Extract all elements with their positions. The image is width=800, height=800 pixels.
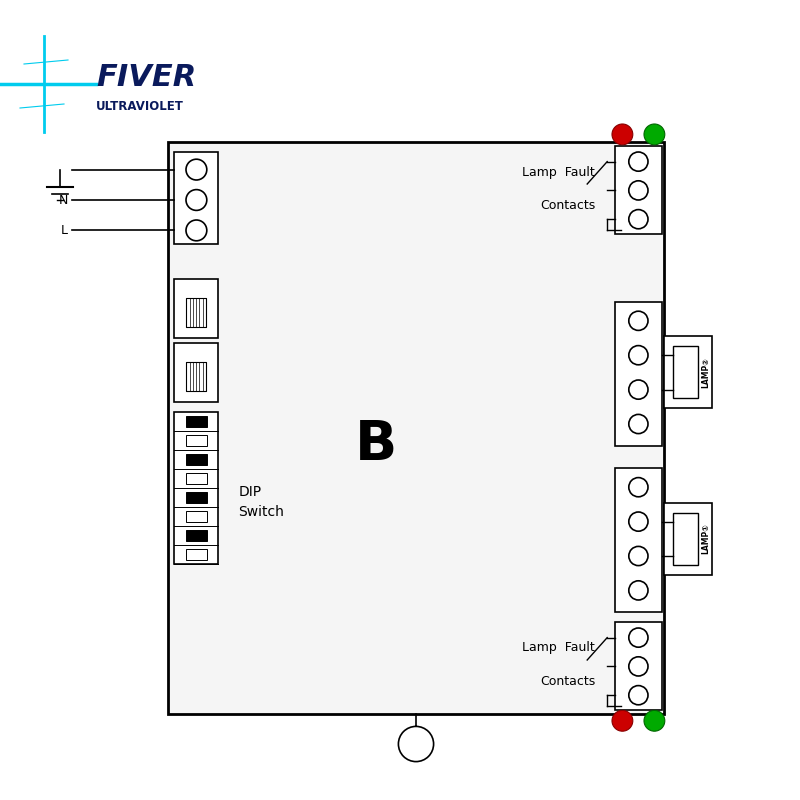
Bar xyxy=(174,343,218,402)
Circle shape xyxy=(629,478,648,497)
Bar xyxy=(186,454,207,465)
Text: FIVER: FIVER xyxy=(96,63,196,92)
Bar xyxy=(186,298,206,327)
Text: L: L xyxy=(61,224,68,237)
Bar xyxy=(186,511,207,522)
Bar xyxy=(186,530,207,541)
Text: B: B xyxy=(355,418,398,472)
Circle shape xyxy=(629,210,648,229)
Circle shape xyxy=(644,124,665,145)
Text: N: N xyxy=(58,194,68,206)
Circle shape xyxy=(644,710,665,731)
Bar xyxy=(673,346,698,398)
Circle shape xyxy=(612,124,633,145)
Circle shape xyxy=(186,220,206,241)
Bar xyxy=(186,492,207,503)
Text: LAMP①: LAMP① xyxy=(702,523,710,554)
Text: Contacts: Contacts xyxy=(540,675,595,688)
Bar xyxy=(615,468,662,612)
Circle shape xyxy=(629,581,648,600)
Circle shape xyxy=(629,181,648,200)
Circle shape xyxy=(629,380,648,399)
Bar xyxy=(673,513,698,565)
Circle shape xyxy=(629,152,648,171)
Text: ULTRAVIOLET: ULTRAVIOLET xyxy=(96,100,184,113)
Circle shape xyxy=(629,414,648,434)
Text: LAMP②: LAMP② xyxy=(702,357,710,388)
Text: Lamp  Fault: Lamp Fault xyxy=(522,166,595,178)
Text: DIP: DIP xyxy=(238,485,262,499)
Bar xyxy=(186,549,207,560)
Text: Lamp  Fault: Lamp Fault xyxy=(522,642,595,654)
Bar xyxy=(186,416,207,427)
Circle shape xyxy=(629,686,648,705)
Bar xyxy=(186,435,207,446)
Circle shape xyxy=(629,657,648,676)
Circle shape xyxy=(629,628,648,647)
Circle shape xyxy=(398,726,434,762)
Circle shape xyxy=(629,512,648,531)
Bar xyxy=(174,279,218,338)
Bar xyxy=(664,502,712,574)
Circle shape xyxy=(629,546,648,566)
Bar xyxy=(615,302,662,446)
Text: Switch: Switch xyxy=(238,505,284,519)
Bar xyxy=(664,336,712,408)
Circle shape xyxy=(612,710,633,731)
Bar xyxy=(168,142,664,714)
Bar xyxy=(174,412,218,564)
Bar xyxy=(615,146,662,234)
Circle shape xyxy=(186,159,206,180)
Bar xyxy=(186,362,206,391)
Circle shape xyxy=(629,346,648,365)
Circle shape xyxy=(629,311,648,330)
Text: Contacts: Contacts xyxy=(540,199,595,212)
Circle shape xyxy=(186,190,206,210)
Bar xyxy=(615,622,662,710)
Bar xyxy=(174,152,218,244)
Bar xyxy=(186,473,207,484)
